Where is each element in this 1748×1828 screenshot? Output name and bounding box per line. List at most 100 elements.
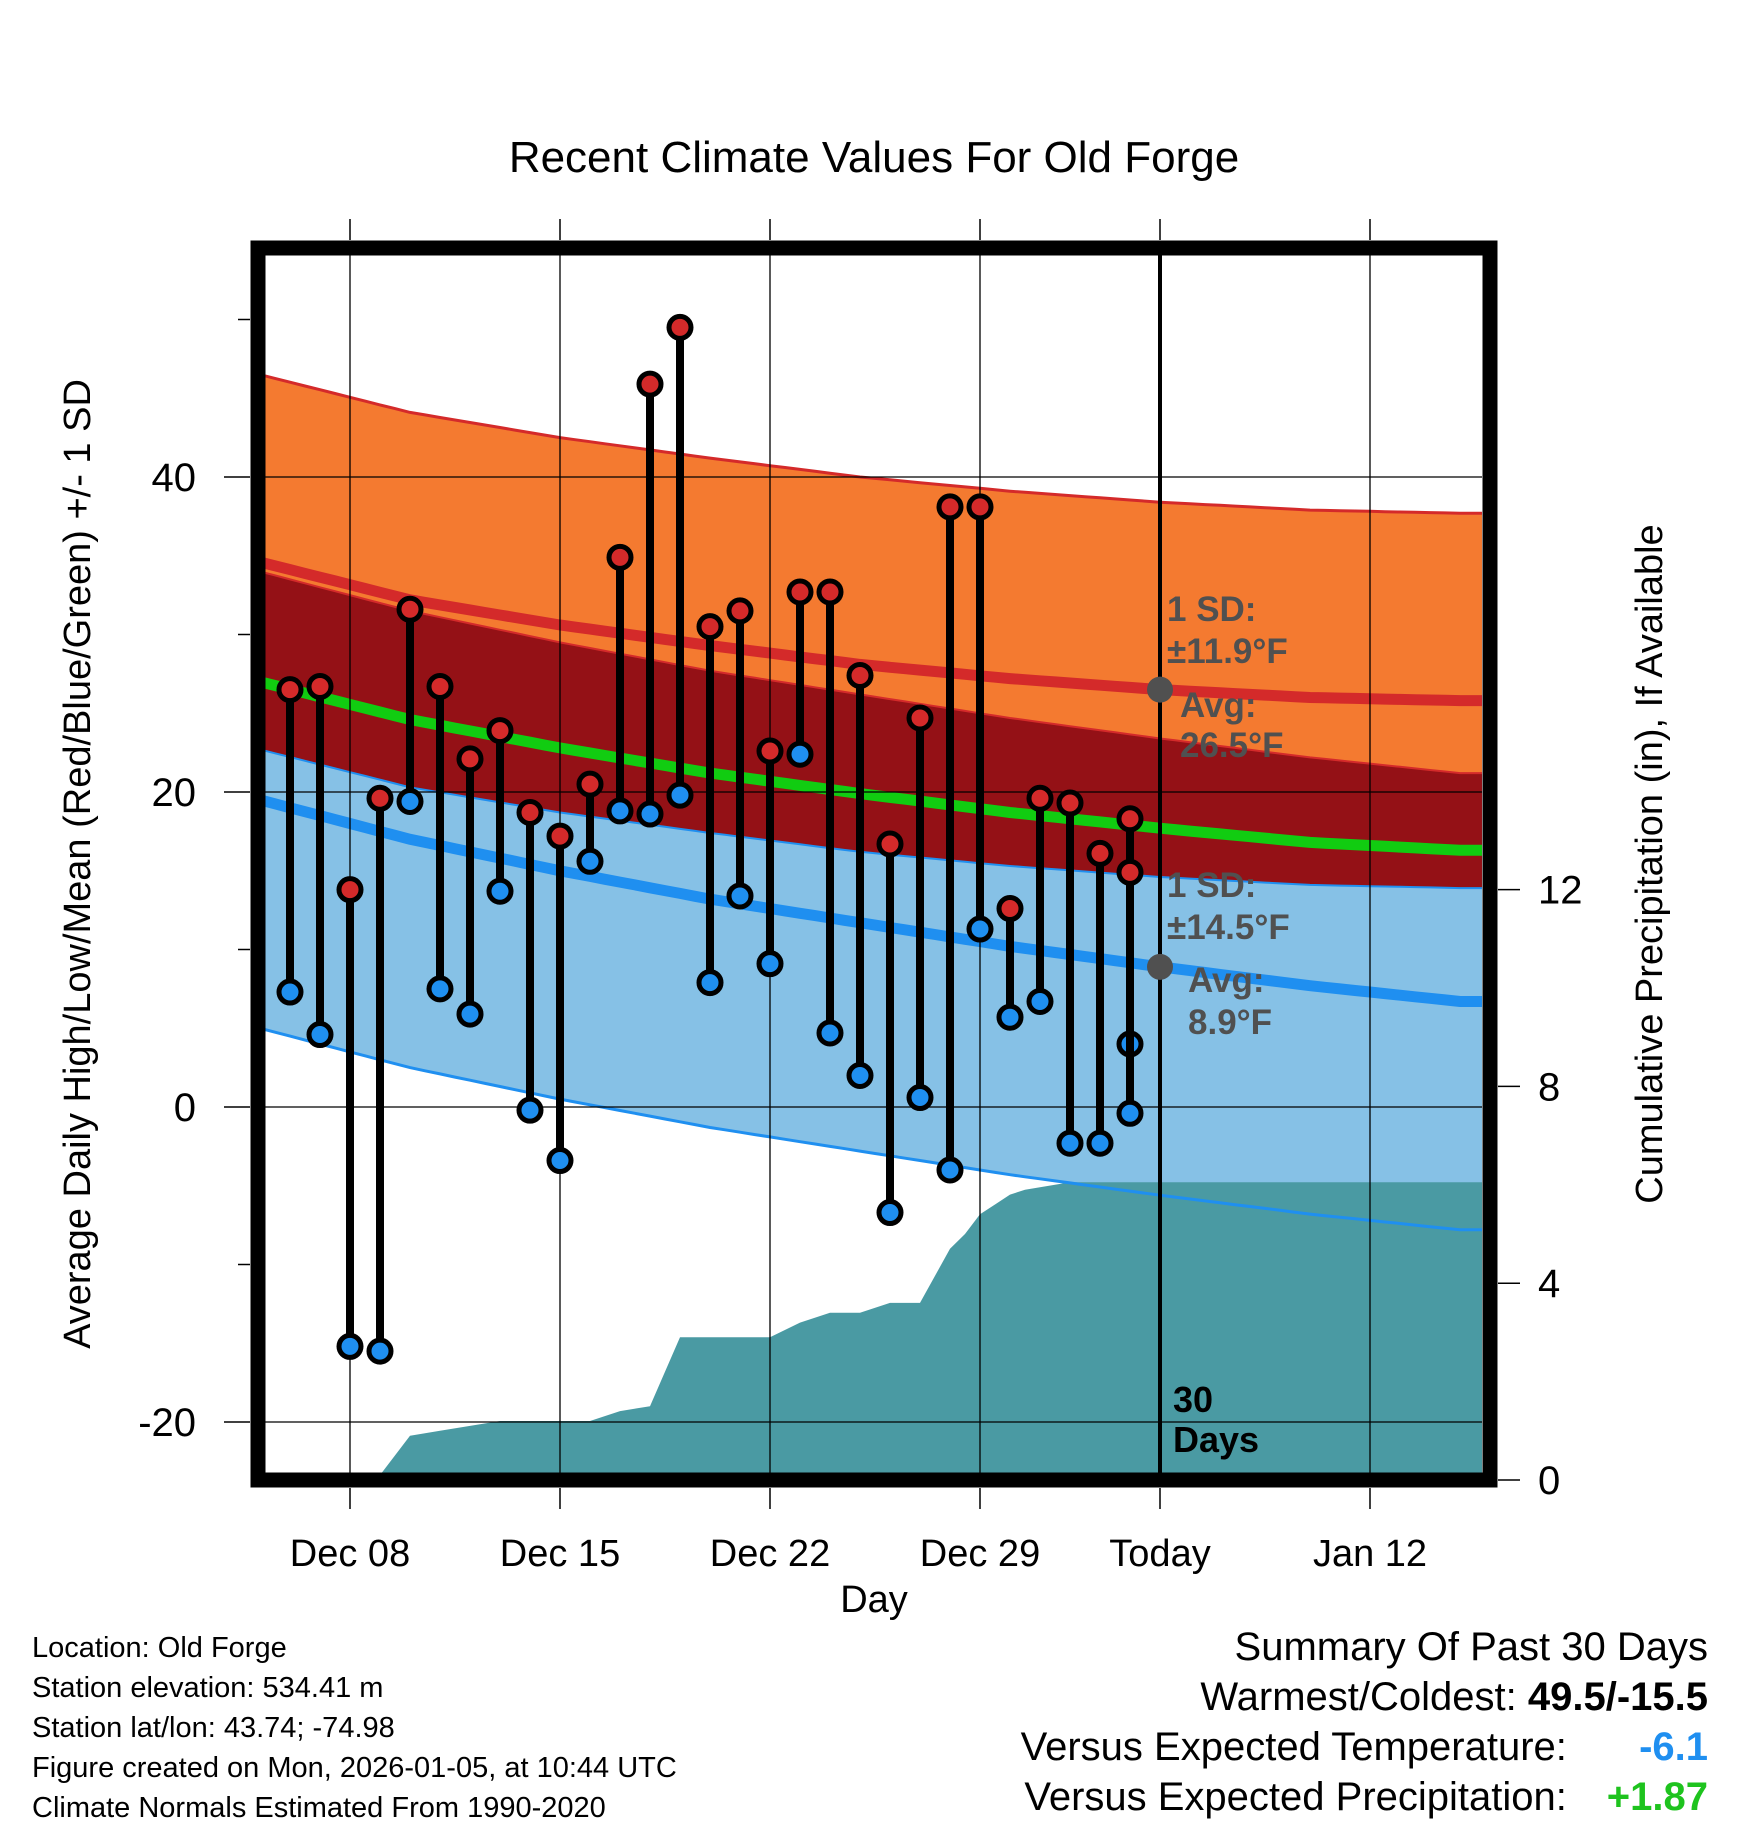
high-sd-upper-line [265, 374, 1482, 515]
daily-high-point [576, 770, 604, 798]
daily-high-point [936, 493, 964, 521]
daily-high-point [1116, 858, 1144, 886]
daily-high-point [456, 745, 484, 773]
daily-high-point [726, 597, 754, 625]
daily-low-point [366, 1337, 394, 1365]
y2-tick-label: 8 [1538, 1065, 1560, 1109]
normal-high-line [265, 557, 1482, 707]
precip-label: Versus Expected Precipitation: [1024, 1775, 1567, 1819]
daily-low-point [756, 950, 784, 978]
daily-low-point [876, 1199, 904, 1227]
daily-high-point [306, 672, 334, 700]
daily-low-point [456, 1000, 484, 1028]
high-sd-lower-line [265, 749, 1482, 890]
high-avg-marker [1147, 676, 1173, 703]
daily-low-point [396, 787, 424, 815]
daily-low-point [666, 781, 694, 809]
normals-text: Climate Normals Estimated From 1990-2020 [32, 1792, 606, 1824]
daily-high-point [366, 784, 394, 812]
daily-high-point [906, 704, 934, 732]
daily-high-point [486, 717, 514, 745]
low-sd-upper-line [265, 571, 1482, 775]
daily-high-point [876, 830, 904, 858]
low-sd-value: ±14.5°F [1167, 908, 1290, 947]
low-avg-value: 8.9°F [1188, 1003, 1272, 1042]
daily-low-point [546, 1147, 574, 1175]
daily-low-point [276, 978, 304, 1006]
daily-high-point [1086, 839, 1114, 867]
daily-low-point [486, 877, 514, 905]
daily-low-point [816, 1019, 844, 1047]
daily-high-point [516, 798, 544, 826]
daily-high-point [426, 672, 454, 700]
daily-high-point [756, 737, 784, 765]
daily-high-point [996, 895, 1024, 923]
daily-high-point [666, 313, 694, 341]
daily-low-point [636, 800, 664, 828]
low-sd-lower-line [265, 1028, 1482, 1232]
latlon-text: Station lat/lon: 43.74; -74.98 [32, 1712, 395, 1744]
climate-chart: Recent Climate Values For Old Forge 1 SD… [57, 133, 1671, 1620]
plot-frame [250, 240, 1498, 1488]
daily-high-point [636, 370, 664, 398]
daily-high-point [816, 578, 844, 606]
daily-low-point [1056, 1129, 1084, 1157]
y-tick-label: 20 [152, 771, 197, 815]
high-avg-label: Avg: [1180, 686, 1256, 725]
x-axis-label: Day [840, 1579, 908, 1620]
daily-low-point [696, 969, 724, 997]
daily-low-point [1086, 1129, 1114, 1157]
x-tick-label: Dec 22 [710, 1533, 830, 1575]
y-tick-label: 40 [152, 456, 197, 500]
daily-low-point [846, 1062, 874, 1089]
normal-mean-line [265, 677, 1482, 856]
x-tick-label: Dec 08 [290, 1533, 410, 1575]
today-days-label: 30 [1173, 1379, 1213, 1420]
low-avg-marker [1147, 953, 1173, 980]
daily-high-point [1056, 789, 1084, 817]
daily-low-point [996, 1003, 1024, 1031]
summary-panel: Summary Of Past 30 Days Warmest/Coldest:… [1021, 1622, 1708, 1822]
daily-low-point [336, 1332, 364, 1360]
daily-low-point [306, 1021, 334, 1049]
overlap-band [265, 572, 1482, 889]
daily-high-point [1026, 784, 1054, 812]
summary-temp: Versus Expected Temperature: -6.1 [1021, 1722, 1708, 1772]
daily-low-point [936, 1156, 964, 1184]
daily-high-point [786, 578, 814, 606]
x-tick-label: Today [1109, 1533, 1210, 1575]
y2-axis-label: Cumulative Precipitation (in), If Availa… [1629, 524, 1671, 1203]
y2-tick-label: 4 [1538, 1262, 1560, 1306]
y-tick-label: -20 [138, 1401, 196, 1445]
summary-warm-cold: Warmest/Coldest: 49.5/-15.5 [1021, 1672, 1708, 1722]
y2-tick-label: 12 [1538, 869, 1583, 913]
daily-high-point [336, 876, 364, 904]
y2-tick-label: 0 [1538, 1459, 1560, 1503]
warm-cold-value: 49.5/-15.5 [1527, 1675, 1708, 1719]
elevation-text: Station elevation: 534.41 m [32, 1672, 384, 1704]
warm-cold-label: Warmest/Coldest: [1200, 1675, 1517, 1719]
summary-precip: Versus Expected Precipitation: +1.87 [1021, 1772, 1708, 1822]
daily-high-point [396, 595, 424, 623]
chart-title: Recent Climate Values For Old Forge [509, 133, 1239, 182]
temp-value: -6.1 [1639, 1725, 1708, 1769]
daily-low-point [966, 915, 994, 943]
daily-high-point [546, 822, 574, 850]
x-tick-label: Jan 12 [1313, 1533, 1427, 1575]
low-sd-label: 1 SD: [1167, 866, 1256, 905]
x-tick-label: Dec 29 [920, 1533, 1040, 1575]
temp-label: Versus Expected Temperature: [1020, 1725, 1567, 1769]
daily-low-point [1116, 1099, 1144, 1127]
precip-value: +1.87 [1606, 1775, 1708, 1819]
daily-low-point [1026, 987, 1054, 1015]
precipitation-area [381, 1182, 1482, 1473]
x-tick-label: Dec 15 [500, 1533, 620, 1575]
today-days-label: Days [1173, 1419, 1259, 1460]
daily-low-point [786, 740, 814, 768]
daily-low-point [426, 975, 454, 1003]
daily-high-point [1116, 805, 1144, 833]
daily-low-point [726, 882, 754, 910]
daily-low-point [606, 797, 634, 825]
daily-high-point [606, 543, 634, 571]
high-avg-value: 26.5°F [1180, 726, 1284, 765]
